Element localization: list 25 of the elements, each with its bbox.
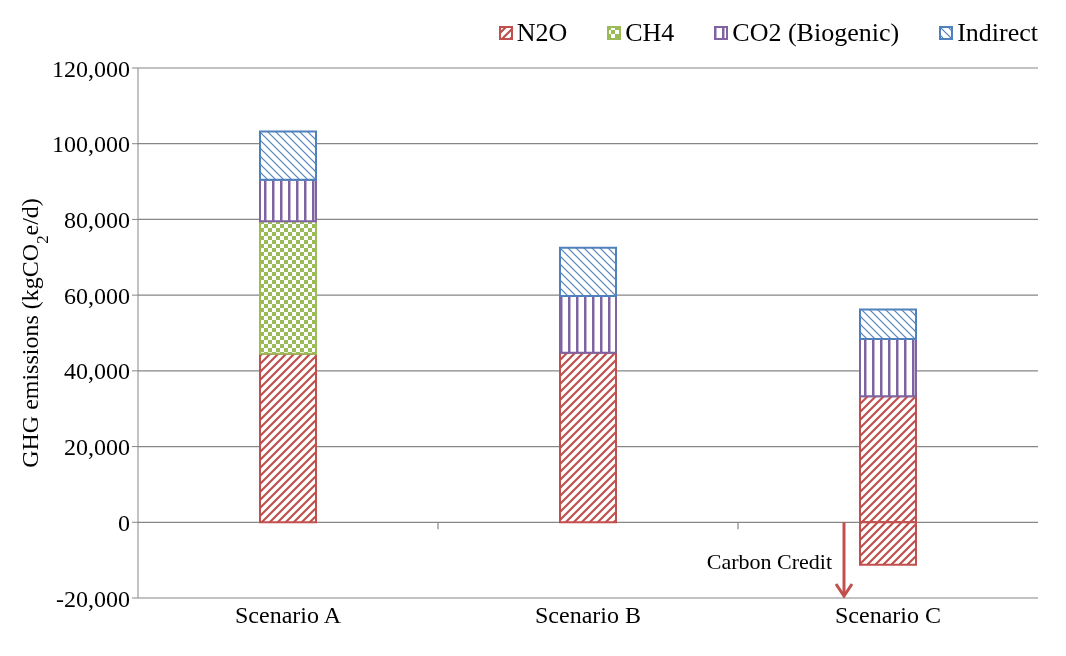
x-tick-label: Scenario B bbox=[535, 602, 641, 629]
annotation: Carbon Credit bbox=[706, 548, 832, 574]
legend-label: N2O bbox=[516, 18, 568, 48]
bar bbox=[259, 178, 317, 223]
y-tick-label: 120,000 bbox=[52, 55, 130, 82]
y-tick-label: 100,000 bbox=[52, 131, 130, 158]
y-tick-label: 80,000 bbox=[64, 206, 130, 233]
legend-label: CH4 bbox=[625, 18, 675, 48]
bar bbox=[259, 220, 317, 355]
x-tick-label: Scenario A bbox=[235, 602, 342, 629]
y-tick-label: -20,000 bbox=[56, 585, 130, 612]
bar bbox=[559, 351, 617, 524]
legend-label: CO2 (Biogenic) bbox=[732, 18, 900, 48]
x-tick-label: Scenario C bbox=[835, 602, 941, 629]
bar bbox=[559, 294, 617, 354]
y-tick-label: 0 bbox=[118, 509, 130, 536]
bar bbox=[559, 246, 617, 297]
y-tick-label: 20,000 bbox=[64, 434, 130, 461]
bar bbox=[859, 338, 917, 398]
y-tick-label: 40,000 bbox=[64, 358, 130, 385]
bar bbox=[259, 130, 317, 181]
bar bbox=[259, 352, 317, 524]
legend-label: Indirect bbox=[957, 18, 1038, 48]
bar bbox=[859, 308, 917, 341]
y-tick-label: 60,000 bbox=[64, 282, 130, 309]
